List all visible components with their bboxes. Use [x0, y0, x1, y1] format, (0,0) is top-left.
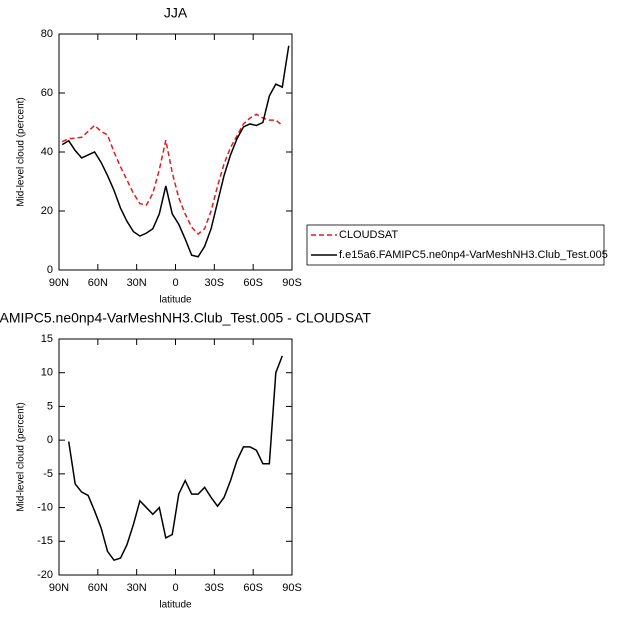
- y-tick-label: 15: [41, 333, 53, 345]
- x-axis-label: latitude: [159, 295, 192, 306]
- y-tick-label: 40: [41, 146, 53, 158]
- x-tick-label: 30N: [127, 277, 147, 289]
- x-tick-label: 0: [172, 582, 178, 594]
- x-tick-label: 90S: [282, 277, 302, 289]
- x-tick-label: 60N: [88, 582, 108, 594]
- x-tick-label: 30S: [205, 582, 225, 594]
- x-axis-label: latitude: [159, 600, 192, 611]
- x-tick-label: 90N: [49, 277, 69, 289]
- chart-title: 6.FAMIPC5.ne0np4-VarMeshNH3.Club_Test.00…: [0, 310, 371, 326]
- legend-label: CLOUDSAT: [339, 229, 398, 241]
- x-tick-label: 60S: [243, 277, 263, 289]
- x-tick-label: 60N: [88, 277, 108, 289]
- y-tick-label: 60: [41, 87, 53, 99]
- y-tick-label: 5: [47, 400, 53, 412]
- x-tick-label: 30N: [127, 582, 147, 594]
- series-line: [61, 113, 283, 236]
- x-tick-label: 30S: [205, 277, 225, 289]
- legend-label: f.e15a6.FAMIPC5.ne0np4-VarMeshNH3.Club_T…: [339, 249, 608, 261]
- y-axis-label: Mid-level cloud (percent): [16, 97, 27, 207]
- y-tick-label: 0: [47, 434, 53, 446]
- plot-frame: [58, 33, 293, 271]
- legend-box: [306, 224, 605, 266]
- y-axis-label: Mid-level cloud (percent): [16, 402, 27, 512]
- x-tick-label: 60S: [243, 582, 263, 594]
- chart-title: JJA: [164, 5, 188, 21]
- series-line: [67, 355, 283, 562]
- y-tick-label: 0: [47, 264, 53, 276]
- y-tick-label: -5: [43, 468, 53, 480]
- y-tick-label: 10: [41, 367, 53, 379]
- x-tick-label: 90N: [49, 582, 69, 594]
- series-line: [61, 45, 290, 258]
- y-tick-label: -10: [37, 501, 53, 513]
- plot-frame: [58, 338, 293, 576]
- y-tick-label: -15: [37, 535, 53, 547]
- x-tick-label: 0: [172, 277, 178, 289]
- y-tick-label: 20: [41, 205, 53, 217]
- x-tick-label: 90S: [282, 582, 302, 594]
- y-tick-label: 80: [41, 28, 53, 40]
- y-tick-label: -20: [37, 569, 53, 581]
